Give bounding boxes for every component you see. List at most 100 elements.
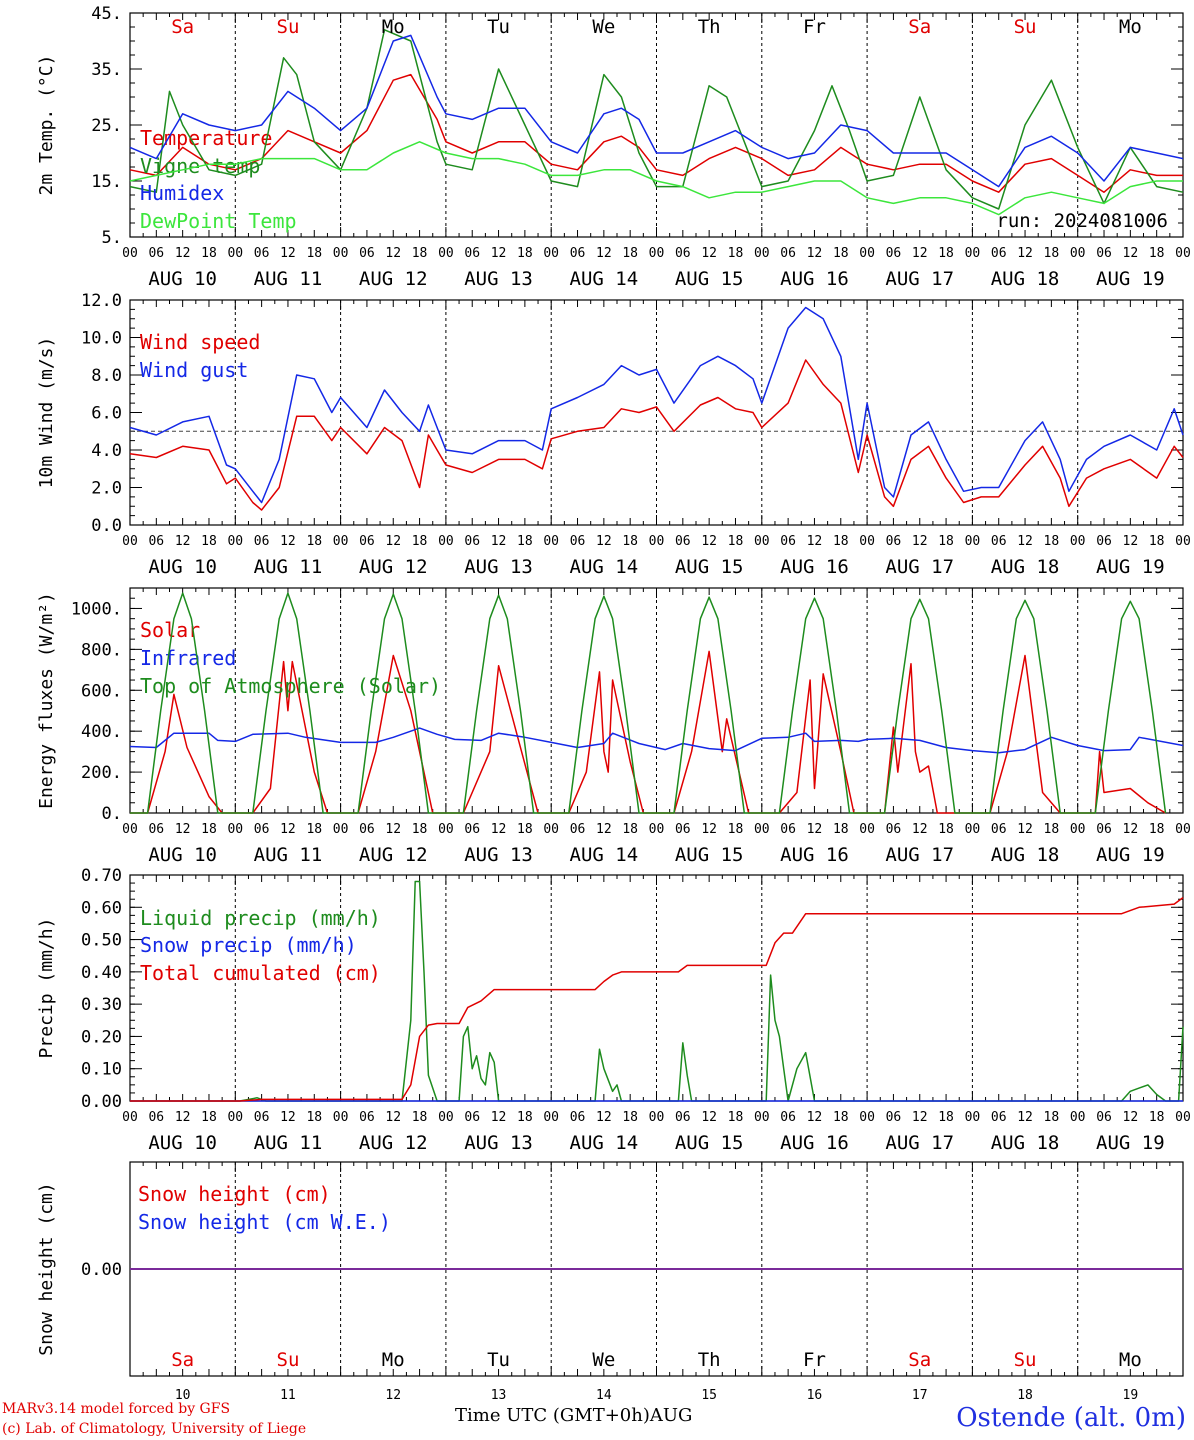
hour-tick-label: 06 — [254, 1110, 270, 1125]
y-tick-label: 10.0 — [81, 329, 122, 349]
hour-tick-label: 00 — [438, 1110, 454, 1125]
hour-tick-label: 00 — [333, 534, 349, 549]
hour-tick-label: 00 — [333, 246, 349, 261]
hour-tick-label: 00 — [965, 534, 981, 549]
run-label: run: 2024081006 — [996, 210, 1168, 232]
model-credit: MARv3.14 model forced by GFS — [2, 1401, 231, 1417]
hour-tick-label: 00 — [333, 822, 349, 837]
hour-tick-label: 06 — [570, 822, 586, 837]
month-label: AUG — [649, 1405, 693, 1426]
hour-tick-label: 18 — [412, 246, 428, 261]
hour-tick-label: 12 — [701, 534, 717, 549]
y-axis-label: 10m Wind (m/s) — [36, 337, 57, 489]
hour-tick-label: 12 — [701, 1110, 717, 1125]
y-tick-label: 0.60 — [81, 898, 122, 918]
weekday-label: Sa — [908, 1349, 931, 1371]
day-number-label: 17 — [912, 1388, 928, 1403]
date-label: AUG 13 — [464, 844, 533, 866]
weekday-label: Mo — [1119, 16, 1142, 38]
date-label: AUG 13 — [464, 1132, 533, 1154]
hour-tick-label: 06 — [886, 246, 902, 261]
date-label: AUG 18 — [991, 844, 1060, 866]
weekday-label: Tu — [487, 16, 510, 38]
hour-tick-label: 12 — [385, 246, 401, 261]
hour-tick-label: 18 — [517, 1110, 533, 1125]
hour-tick-label: 00 — [1175, 534, 1191, 549]
y-axis-label: Precip (mm/h) — [36, 918, 57, 1059]
hour-tick-label: 00 — [859, 1110, 875, 1125]
series-line-dewpoint-temp — [129, 141, 1183, 216]
date-label: AUG 10 — [148, 844, 217, 866]
hour-tick-label: 06 — [1096, 822, 1112, 837]
hour-tick-label: 06 — [780, 534, 796, 549]
hour-tick-label: 00 — [1175, 822, 1191, 837]
hour-tick-label: 00 — [1175, 1110, 1191, 1125]
hour-tick-label: 12 — [596, 246, 612, 261]
date-label: AUG 15 — [675, 1132, 744, 1154]
hour-tick-label: 12 — [280, 246, 296, 261]
y-tick-label: 6.0 — [91, 404, 122, 424]
legend-entry: Snow precip (mm/h) — [140, 933, 357, 957]
y-tick-label: 2.0 — [91, 479, 122, 499]
hour-tick-label: 06 — [570, 246, 586, 261]
y-tick-label: 4.0 — [91, 441, 122, 461]
hour-tick-label: 06 — [464, 534, 480, 549]
hour-tick-label: 12 — [807, 1110, 823, 1125]
date-label: AUG 12 — [359, 268, 428, 290]
date-label: AUG 15 — [675, 556, 744, 578]
weekday-label: Fr — [803, 1349, 826, 1371]
hour-tick-label: 00 — [543, 534, 559, 549]
y-axis-label: Energy fluxes (W/m²) — [36, 592, 57, 809]
y-tick-label: 8.0 — [91, 366, 122, 386]
hour-tick-label: 18 — [517, 822, 533, 837]
hour-tick-label: 18 — [728, 822, 744, 837]
legend-entry: Solar — [140, 618, 200, 642]
hour-tick-label: 06 — [991, 1110, 1007, 1125]
series-line-total-cumulated-cm- — [130, 896, 1184, 1102]
hour-tick-label: 00 — [754, 534, 770, 549]
hour-tick-label: 18 — [306, 1110, 322, 1125]
y-tick-label: 0.0 — [91, 516, 122, 536]
weekday-label: Sa — [171, 16, 194, 38]
hour-tick-label: 00 — [859, 822, 875, 837]
hour-tick-label: 12 — [491, 822, 507, 837]
hour-tick-label: 12 — [491, 534, 507, 549]
hour-tick-label: 06 — [570, 1110, 586, 1125]
hour-tick-label: 00 — [333, 1110, 349, 1125]
series-line-wind-gust — [129, 306, 1184, 504]
y-tick-label: 0.00 — [81, 1260, 122, 1280]
hour-tick-label: 06 — [991, 822, 1007, 837]
hour-tick-label: 18 — [1149, 534, 1165, 549]
hour-tick-label: 18 — [833, 1110, 849, 1125]
hour-tick-label: 06 — [991, 246, 1007, 261]
hour-tick-label: 00 — [1070, 534, 1086, 549]
y-tick-label: 200. — [81, 763, 122, 783]
hour-tick-label: 06 — [254, 534, 270, 549]
hour-tick-label: 00 — [543, 1110, 559, 1125]
hour-tick-label: 06 — [991, 534, 1007, 549]
hour-tick-label: 00 — [1175, 246, 1191, 261]
hour-tick-label: 12 — [385, 534, 401, 549]
hour-tick-label: 18 — [1149, 822, 1165, 837]
hour-tick-label: 12 — [701, 822, 717, 837]
hour-tick-label: 06 — [359, 1110, 375, 1125]
hour-tick-label: 06 — [886, 822, 902, 837]
date-label: AUG 19 — [1096, 556, 1165, 578]
hour-tick-label: 18 — [306, 246, 322, 261]
hour-tick-label: 00 — [438, 822, 454, 837]
hour-tick-label: 00 — [965, 246, 981, 261]
weekday-label: Sa — [171, 1349, 194, 1371]
hour-tick-label: 12 — [385, 1110, 401, 1125]
hour-tick-label: 12 — [596, 822, 612, 837]
hour-tick-label: 12 — [912, 822, 928, 837]
y-tick-label: 0.00 — [81, 1092, 122, 1112]
series-line-infrared — [129, 727, 1184, 754]
hour-tick-label: 18 — [306, 822, 322, 837]
date-label: AUG 16 — [780, 556, 849, 578]
hour-tick-label: 12 — [1017, 1110, 1033, 1125]
day-number-label: 18 — [1017, 1388, 1033, 1403]
date-label: AUG 16 — [780, 1132, 849, 1154]
hour-tick-label: 18 — [201, 1110, 217, 1125]
hour-tick-label: 12 — [175, 822, 191, 837]
